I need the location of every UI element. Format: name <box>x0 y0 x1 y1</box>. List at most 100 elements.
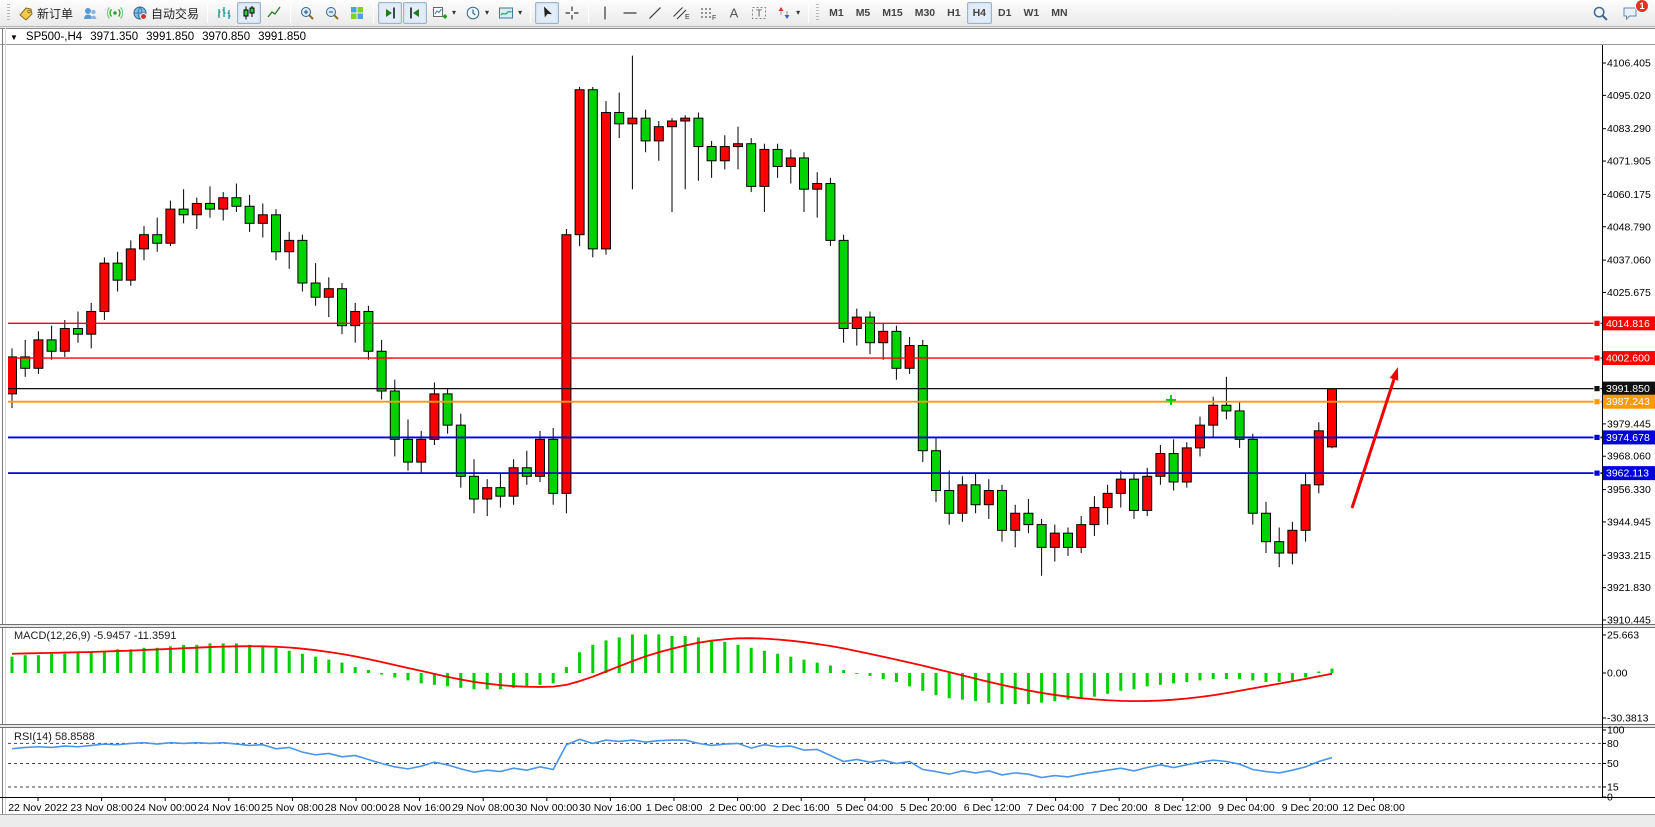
macd-bar <box>23 655 27 673</box>
trend-arrow[interactable] <box>1350 367 1399 509</box>
candle-body <box>772 148 783 167</box>
line-anchor[interactable] <box>1593 354 1601 362</box>
candle-body <box>429 393 440 440</box>
zoom-in-button[interactable] <box>295 2 319 24</box>
toolbar-grip[interactable] <box>7 4 10 22</box>
arrows-button[interactable]: ▾ <box>772 2 804 24</box>
new-chart-button[interactable]: ▾ <box>428 2 460 24</box>
price-tick-label: 3968.060 <box>1607 451 1651 463</box>
toolbar-grip[interactable] <box>816 4 820 22</box>
rsi-tick-label: 100 <box>1607 725 1625 737</box>
timeframe-M15[interactable]: M15 <box>876 2 908 24</box>
chart-shift-button[interactable] <box>403 2 428 24</box>
rsi-tick-label: 15 <box>1607 781 1619 793</box>
community-button[interactable] <box>78 2 102 24</box>
text-label-button[interactable]: T <box>747 2 771 24</box>
new-order-label: 新订单 <box>37 6 74 21</box>
macd-bar <box>1304 673 1308 678</box>
candle-body <box>455 424 466 477</box>
price-axis[interactable]: 4106.405 4095.020 4083.290 4071.905 4060.175… <box>1602 45 1655 804</box>
equidistant-channel-button[interactable]: E <box>668 2 694 24</box>
macd-bar <box>710 640 714 673</box>
time-label: 2 Dec 00:00 <box>709 802 766 814</box>
macd-bar <box>802 659 806 673</box>
price-tick-label: 3979.445 <box>1607 418 1651 430</box>
tile-windows-button[interactable] <box>345 2 369 24</box>
line-anchor[interactable] <box>1593 319 1601 327</box>
bar-chart-button[interactable] <box>212 2 236 24</box>
time-label: 29 Nov 08:00 <box>452 802 515 814</box>
timeframe-D1[interactable]: D1 <box>992 2 1017 24</box>
candlestick-series[interactable] <box>8 55 1337 576</box>
macd-bar <box>261 646 265 673</box>
horizontal-line-button[interactable] <box>618 2 642 24</box>
macd-bar <box>1158 673 1162 685</box>
auto-scroll-button[interactable] <box>378 2 403 24</box>
macd-bar <box>855 673 859 674</box>
pane-divider[interactable] <box>0 624 1655 628</box>
line-anchor[interactable] <box>1593 434 1601 441</box>
text-button[interactable]: A <box>722 2 746 24</box>
chart-canvas[interactable]: 4106.405 4095.020 4083.290 4071.905 4060.175… <box>0 28 1655 827</box>
zoom-out-button[interactable] <box>320 2 344 24</box>
timeframe-W1[interactable]: W1 <box>1017 2 1045 24</box>
candlestick-chart-button[interactable] <box>237 2 262 24</box>
toolbar-separator <box>808 3 810 23</box>
candle-body <box>627 117 638 125</box>
macd-bar <box>1119 673 1123 691</box>
period-dropdown-button[interactable]: ▾ <box>461 2 493 24</box>
timeframe-M1[interactable]: M1 <box>823 2 850 24</box>
timeframe-MN[interactable]: MN <box>1045 2 1073 24</box>
candle-body <box>706 146 717 162</box>
time-label: 2 Dec 16:00 <box>773 802 830 814</box>
macd-bar <box>129 649 133 673</box>
macd-bar <box>947 673 951 699</box>
macd-bar <box>868 673 872 676</box>
candle-body <box>376 350 387 392</box>
price-badge-label: 3974.678 <box>1606 432 1650 444</box>
signals-button[interactable] <box>103 2 127 24</box>
search-button[interactable] <box>1588 2 1613 24</box>
candle-body <box>733 143 743 148</box>
timeframe-M30[interactable]: M30 <box>909 2 941 24</box>
chart-symbol-period: SP500-,H4 <box>25 31 83 43</box>
new-order-button[interactable]: 新订单 <box>14 2 77 24</box>
plus-marker[interactable] <box>1166 395 1176 405</box>
candle-body <box>825 183 836 241</box>
line-chart-button[interactable] <box>262 2 286 24</box>
pane-divider[interactable] <box>0 724 1655 728</box>
fibonacci-button[interactable]: F <box>695 2 721 24</box>
candle-body <box>917 345 928 452</box>
candle-body <box>640 117 651 142</box>
template-button[interactable]: ▾ <box>494 2 526 24</box>
time-label: 5 Dec 20:00 <box>900 802 957 814</box>
line-anchor[interactable] <box>1593 385 1601 393</box>
cursor-button[interactable] <box>535 2 560 24</box>
trendline-button[interactable] <box>643 2 667 24</box>
macd-bar <box>1317 671 1321 673</box>
timeframe-H4[interactable]: H4 <box>966 2 993 24</box>
price-tick-label: 4095.020 <box>1607 90 1651 102</box>
main-toolbar: 新订单 自动交易 ▾ ▾ ▾ E F A T ▾ M1 M5 M15 M30 H1 H4 D… <box>0 0 1655 27</box>
line-anchor[interactable] <box>1593 398 1601 406</box>
macd-bar <box>1092 673 1096 697</box>
candle-body <box>495 487 506 497</box>
macd-bar <box>934 673 938 696</box>
chart-objects-dropdown-icon[interactable]: ▼ <box>10 32 18 42</box>
auto-trading-button[interactable]: 自动交易 <box>128 2 203 24</box>
line-anchor[interactable] <box>1593 469 1601 477</box>
timeframe-M5[interactable]: M5 <box>850 2 877 24</box>
macd-bar <box>76 652 80 673</box>
time-label: 1 Dec 08:00 <box>646 802 703 814</box>
horizontal-level-lines[interactable] <box>8 319 1602 477</box>
candle-body <box>1089 507 1100 526</box>
vertical-line-button[interactable] <box>593 2 617 24</box>
crosshair-button[interactable] <box>560 2 584 24</box>
notifications-button[interactable]: 1 <box>1617 0 1649 24</box>
trend-arrow-line <box>1350 378 1396 509</box>
timeframe-H1[interactable]: H1 <box>941 2 966 24</box>
macd-bar <box>657 634 661 673</box>
macd-bar <box>353 667 357 673</box>
time-axis[interactable]: 22 Nov 2022 23 Nov 08:00 24 Nov 00:00 24 No… <box>0 797 1655 814</box>
macd-bar <box>116 649 120 673</box>
